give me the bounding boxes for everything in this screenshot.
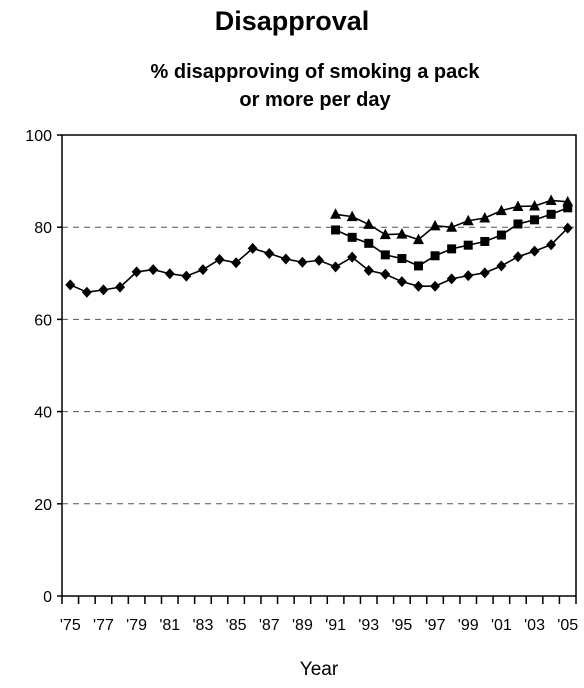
square-marker-2000 <box>480 236 490 246</box>
square-marker-1995 <box>397 254 407 264</box>
triangle-marker-1995 <box>396 228 408 239</box>
diamond-marker-1998 <box>446 273 457 285</box>
tick-labels: 0 20 40 60 80 100 '75 '77 '79 '81 '83 '85 '87 '89 '91 '… <box>25 128 578 634</box>
x-tick-label-1999: '99 <box>458 617 479 634</box>
square-marker-2004 <box>546 209 556 219</box>
diamond-marker-2005 <box>562 222 573 234</box>
triangle-marker-1991 <box>330 208 342 219</box>
triangle-marker-1997 <box>429 219 441 231</box>
square-marker-2003 <box>530 215 540 225</box>
square-marker-1993 <box>364 238 374 248</box>
triangle-marker-2002 <box>512 200 524 211</box>
x-tick-label-1987: '87 <box>259 617 280 634</box>
triangle-marker-1996 <box>412 233 424 245</box>
gridlines <box>62 226 576 505</box>
triangle-marker-1993 <box>363 218 375 229</box>
diamond-marker-1999 <box>463 270 474 282</box>
diamond-marker-1986 <box>247 242 258 254</box>
triangle-marker-1999 <box>462 214 474 226</box>
x-tick-label-1977: '77 <box>93 617 114 634</box>
x-tick-label-1975: '75 <box>60 617 81 634</box>
chart-subtitle: % disapproving of smoking a pack or more… <box>30 58 584 114</box>
y-tick-label-80: 80 <box>34 220 52 237</box>
square-marker-1994 <box>380 250 390 260</box>
x-tick-label-1995: '95 <box>391 617 412 634</box>
diamond-marker-2000 <box>479 267 490 279</box>
diamond-marker-1977 <box>98 284 109 296</box>
x-tick-label-1983: '83 <box>193 617 214 634</box>
diamond-marker-1985 <box>231 257 242 269</box>
diamond-marker-1989 <box>297 256 308 268</box>
chart-subtitle-line-2: or more per day <box>239 89 391 111</box>
series-diamond <box>65 222 573 298</box>
triangle-marker-2004 <box>545 194 557 205</box>
square-marker-2001 <box>496 230 506 240</box>
diamond-marker-1988 <box>280 253 291 265</box>
x-tick-label-2001: '01 <box>491 617 512 634</box>
diamond-marker-2003 <box>529 245 540 257</box>
triangle-marker-1994 <box>379 228 391 240</box>
x-tick-label-1985: '85 <box>226 617 247 634</box>
series-group <box>65 194 574 298</box>
diamond-marker-1997 <box>430 280 441 292</box>
x-axis-title: Year <box>300 659 339 680</box>
x-tick-label-1997: '97 <box>425 617 446 634</box>
diamond-marker-1984 <box>214 253 225 265</box>
diamond-marker-1990 <box>314 254 324 266</box>
y-tick-label-40: 40 <box>34 405 52 422</box>
y-tick-label-0: 0 <box>43 589 52 606</box>
diamond-marker-1979 <box>131 266 142 278</box>
x-tick-label-2003: '03 <box>524 617 545 634</box>
diamond-marker-1993 <box>363 265 374 277</box>
diamond-marker-2001 <box>496 260 507 272</box>
square-marker-1998 <box>447 244 457 254</box>
triangle-marker-1998 <box>446 221 458 232</box>
y-tick-label-100: 100 <box>25 128 52 145</box>
diamond-marker-1976 <box>81 286 92 298</box>
diamond-marker-1975 <box>65 279 76 291</box>
square-marker-2002 <box>513 219 523 229</box>
diamond-marker-1978 <box>115 281 126 293</box>
diamond-marker-1983 <box>197 264 208 276</box>
chart-subtitle-line-1: % disapproving of smoking a pack <box>150 61 480 83</box>
x-tick-label-2005: '05 <box>557 617 578 634</box>
x-tick-label-1979: '79 <box>126 617 147 634</box>
square-marker-1999 <box>463 240 473 250</box>
diamond-marker-1995 <box>396 276 407 288</box>
triangle-marker-2003 <box>529 199 541 211</box>
diamond-marker-1991 <box>330 261 341 273</box>
square-marker-2005 <box>563 203 573 213</box>
triangle-marker-2000 <box>479 211 491 223</box>
diamond-marker-1994 <box>380 268 391 280</box>
diamond-marker-1982 <box>181 270 192 282</box>
x-tick-label-1981: '81 <box>159 617 180 634</box>
square-marker-1996 <box>413 261 423 271</box>
triangle-marker-2001 <box>495 204 507 216</box>
square-marker-1997 <box>430 251 440 261</box>
plot-frame <box>61 134 577 597</box>
diamond-marker-1980 <box>148 264 159 276</box>
diamond-marker-1987 <box>264 247 275 259</box>
diamond-marker-1981 <box>164 268 175 280</box>
diamond-marker-1996 <box>413 280 424 292</box>
chart-title: Disapproval <box>214 6 370 36</box>
x-tick-label-1993: '93 <box>358 617 379 634</box>
diamond-marker-2002 <box>512 251 523 263</box>
diamond-marker-2004 <box>546 239 557 251</box>
triangle-marker-1992 <box>346 210 358 222</box>
square-marker-1991 <box>331 225 341 235</box>
diamond-marker-1992 <box>347 251 358 263</box>
y-tick-label-20: 20 <box>34 497 52 514</box>
square-marker-1992 <box>347 232 357 242</box>
x-tick-label-1991: '91 <box>325 617 346 634</box>
y-tick-label-60: 60 <box>34 312 52 329</box>
x-tick-label-1989: '89 <box>292 617 313 634</box>
series-square <box>331 203 573 271</box>
axes <box>57 134 577 604</box>
